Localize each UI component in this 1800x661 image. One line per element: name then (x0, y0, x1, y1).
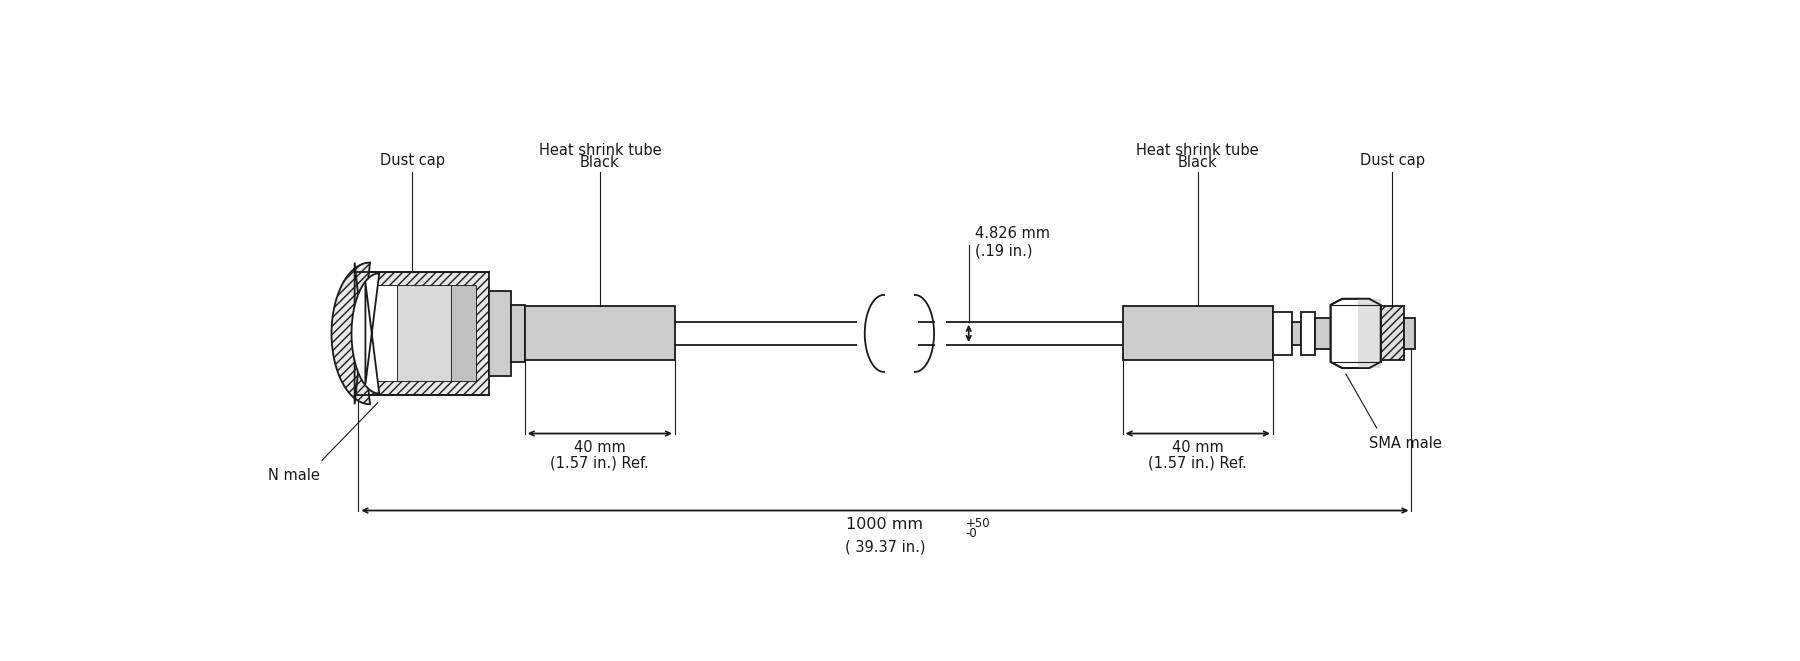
Text: (1.57 in.) Ref.: (1.57 in.) Ref. (1148, 455, 1247, 470)
Text: Black: Black (1177, 155, 1217, 170)
Text: Black: Black (580, 155, 619, 170)
Bar (1357, 299, 1381, 368)
Polygon shape (351, 274, 380, 393)
Bar (1381, 307, 1404, 360)
Bar (1301, 312, 1316, 354)
Bar (452, 286, 475, 381)
Text: Heat shrink tube: Heat shrink tube (538, 143, 661, 158)
Polygon shape (331, 262, 371, 405)
Text: (.19 in.): (.19 in.) (976, 244, 1033, 258)
Bar (1273, 312, 1292, 354)
Text: ( 39.37 in.): ( 39.37 in.) (844, 540, 925, 555)
Text: +50: +50 (967, 517, 990, 529)
Text: Dust cap: Dust cap (380, 153, 445, 168)
Bar (355, 272, 490, 395)
Bar (398, 286, 452, 381)
Bar (526, 307, 675, 360)
Text: -0: -0 (967, 527, 977, 541)
Bar (1123, 307, 1273, 360)
Text: 40 mm: 40 mm (1172, 440, 1224, 455)
Polygon shape (1330, 299, 1381, 368)
Text: SMA male: SMA male (1370, 436, 1442, 451)
Bar (1316, 318, 1330, 349)
Text: Dust cap: Dust cap (1359, 153, 1426, 168)
Bar (511, 305, 526, 362)
Bar (369, 286, 398, 381)
Bar (857, 321, 945, 346)
Text: 4.826 mm: 4.826 mm (976, 226, 1049, 241)
Text: Heat shrink tube: Heat shrink tube (1136, 143, 1258, 158)
Bar (490, 291, 511, 375)
Text: N male: N male (268, 468, 320, 483)
Bar (1292, 322, 1301, 345)
Bar (1404, 318, 1415, 349)
Text: (1.57 in.) Ref.: (1.57 in.) Ref. (551, 455, 650, 470)
Text: 40 mm: 40 mm (574, 440, 626, 455)
Bar (369, 286, 475, 381)
Text: 1000 mm: 1000 mm (846, 517, 923, 531)
